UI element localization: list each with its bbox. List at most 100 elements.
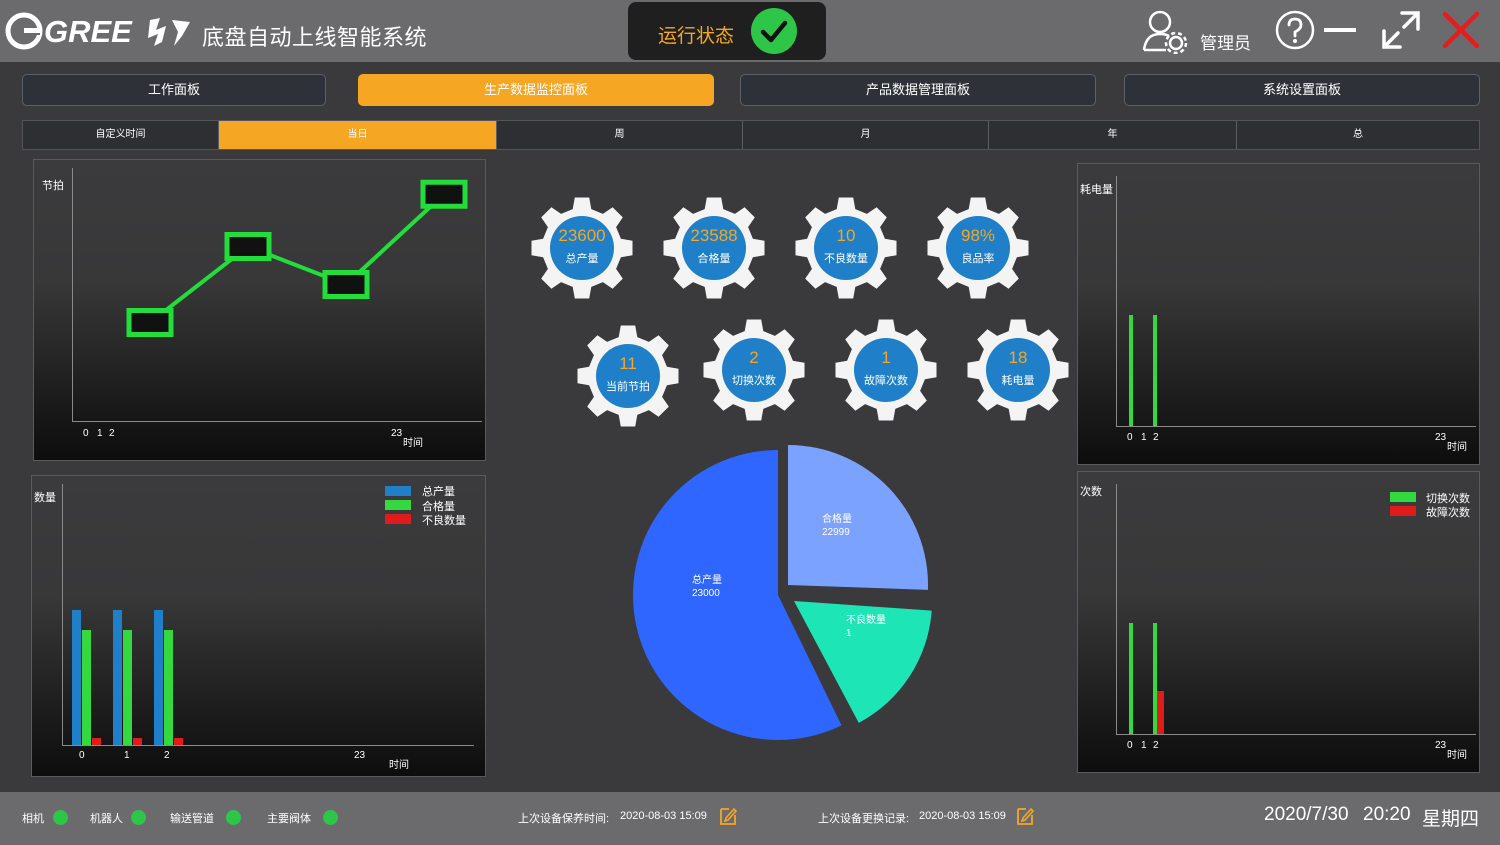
quantity-x-axis bbox=[62, 745, 474, 746]
power-x-axis bbox=[1116, 426, 1476, 427]
pie-total-value: 23000 bbox=[692, 588, 720, 599]
kpi-value: 11 bbox=[619, 354, 637, 373]
kpi-label: 当前节拍 bbox=[606, 381, 650, 393]
quantity-x-label: 时间 bbox=[389, 760, 409, 771]
replacement-time: 2020-08-03 15:09 bbox=[919, 810, 1006, 822]
kpi-value: 10 bbox=[836, 226, 856, 245]
help-icon[interactable] bbox=[1274, 9, 1316, 51]
kpi-value: 23588 bbox=[690, 226, 738, 245]
check-icon bbox=[751, 8, 797, 54]
bar-defective bbox=[133, 738, 142, 745]
kpi-gear: 23600 总产量 bbox=[530, 196, 634, 300]
minimize-icon[interactable] bbox=[1322, 9, 1358, 51]
tab-total[interactable]: 总 bbox=[1353, 129, 1363, 140]
title-bar: GREE 底盘自动上线智能系统 运行状态 管理员 bbox=[0, 0, 1500, 62]
bar-power bbox=[1153, 315, 1157, 426]
user-settings-icon[interactable] bbox=[1140, 8, 1188, 54]
kpi-value: 98% bbox=[960, 226, 996, 245]
status-footer: 相机 机器人 输送管道 主要阀体 上次设备保养时间: 2020-08-03 15… bbox=[0, 792, 1500, 845]
nav-product-data[interactable]: 产品数据管理面板 bbox=[740, 74, 1096, 106]
quantity-y-label: 数量 bbox=[34, 492, 56, 504]
legend-swatch-total bbox=[385, 486, 411, 496]
bar-switch bbox=[1153, 623, 1157, 734]
pie-defective-name: 不良数量 bbox=[846, 615, 886, 626]
tab-year[interactable]: 年 bbox=[989, 121, 1237, 149]
gear-icon bbox=[835, 319, 937, 421]
bar-total bbox=[113, 610, 122, 745]
pie-label-qualified: 合格量 22999 bbox=[822, 513, 852, 539]
power-y-label: 耗电量 bbox=[1080, 184, 1113, 196]
kpi-gear: 23588 合格量 bbox=[662, 196, 766, 300]
pie-total-name: 总产量 bbox=[692, 575, 722, 586]
takt-tick-23: 23 bbox=[391, 428, 403, 439]
tab-custom-time[interactable]: 自定义时间 bbox=[23, 121, 219, 149]
kpi-gear: 11 当前节拍 bbox=[576, 324, 680, 428]
gear-icon bbox=[531, 197, 633, 299]
close-icon[interactable] bbox=[1440, 9, 1482, 51]
legend-total: 总产量 bbox=[422, 486, 455, 498]
kpi-label: 切换次数 bbox=[732, 375, 776, 387]
run-status: 运行状态 bbox=[628, 2, 826, 60]
bar-qualified bbox=[82, 630, 91, 745]
power-y-axis bbox=[1116, 176, 1117, 426]
kpi-label: 不良数量 bbox=[824, 253, 868, 265]
takt-chart: 节拍 0 1 2 23 时间 bbox=[33, 159, 486, 461]
kpi-gear: 1 故障次数 bbox=[834, 318, 938, 422]
kpi-label: 耗电量 bbox=[1001, 375, 1035, 387]
kpi-label: 故障次数 bbox=[864, 375, 908, 387]
gear-icon bbox=[577, 325, 679, 427]
kpi-value: 1 bbox=[881, 348, 891, 367]
app-title: 底盘自动上线智能系统 bbox=[202, 25, 428, 50]
takt-series-line bbox=[148, 192, 446, 325]
maximize-icon[interactable] bbox=[1380, 9, 1422, 51]
pie-label-total: 总产量 23000 bbox=[692, 574, 722, 600]
tab-month[interactable]: 月 bbox=[743, 121, 989, 149]
power-chart: 耗电量 0 1 2 23 时间 bbox=[1077, 163, 1480, 465]
edit-maintenance-icon[interactable] bbox=[718, 805, 738, 827]
gear-icon bbox=[967, 319, 1069, 421]
kpi-gear: 18 耗电量 bbox=[966, 318, 1070, 422]
gear-icon bbox=[927, 197, 1029, 299]
power-tick-0: 0 bbox=[1127, 432, 1133, 443]
maintenance-label: 上次设备保养时间: bbox=[518, 813, 610, 825]
quantity-tick-0: 0 bbox=[79, 750, 85, 761]
gree-logo: GREE bbox=[5, 12, 190, 50]
legend-defective: 不良数量 bbox=[422, 515, 466, 527]
power-tick-23: 23 bbox=[1435, 432, 1447, 443]
takt-x-axis bbox=[72, 421, 482, 422]
status-valve: 主要阀体 bbox=[267, 813, 311, 825]
edit-replacement-icon[interactable] bbox=[1015, 805, 1035, 827]
maintenance-time: 2020-08-03 15:09 bbox=[620, 810, 707, 822]
tab-week[interactable]: 周 bbox=[497, 121, 743, 149]
footer-time: 20:20 bbox=[1363, 804, 1411, 825]
replacement-label: 上次设备更换记录: bbox=[818, 813, 910, 825]
pie-defective-value: 1 bbox=[846, 628, 852, 639]
nav-production-monitor[interactable]: 生产数据监控面板 bbox=[358, 74, 714, 106]
kpi-label: 合格量 bbox=[697, 253, 731, 265]
bar-qualified bbox=[123, 630, 132, 745]
user-label[interactable]: 管理员 bbox=[1200, 34, 1251, 53]
kpi-gear: 98% 良品率 bbox=[926, 196, 1030, 300]
takt-y-label: 节拍 bbox=[42, 180, 64, 192]
bar-defective bbox=[174, 738, 183, 745]
gear-icon bbox=[703, 319, 805, 421]
quantity-tick-23: 23 bbox=[354, 750, 366, 761]
counts-tick-1: 1 bbox=[1141, 740, 1147, 751]
counts-tick-0: 0 bbox=[1127, 740, 1133, 751]
pie-slice-total bbox=[633, 450, 842, 740]
takt-tick-0: 0 bbox=[83, 428, 89, 439]
nav-system-settings[interactable]: 系统设置面板 bbox=[1124, 74, 1480, 106]
pie-qualified-value: 22999 bbox=[822, 527, 850, 538]
counts-tick-2: 2 bbox=[1153, 740, 1159, 751]
conveyor-ok-icon bbox=[226, 810, 241, 825]
tab-today[interactable]: 当日 bbox=[219, 121, 497, 149]
counts-y-label: 次数 bbox=[1080, 486, 1102, 498]
takt-y-axis bbox=[72, 168, 73, 422]
pie-label-defective: 不良数量 1 bbox=[846, 614, 886, 640]
status-robot: 机器人 bbox=[90, 813, 123, 825]
production-pie-chart bbox=[633, 445, 932, 740]
pie-slice-qualified bbox=[788, 445, 928, 590]
robot-ok-icon bbox=[131, 810, 146, 825]
nav-work-panel[interactable]: 工作面板 bbox=[22, 74, 326, 106]
pie-slice-defective bbox=[794, 601, 932, 723]
